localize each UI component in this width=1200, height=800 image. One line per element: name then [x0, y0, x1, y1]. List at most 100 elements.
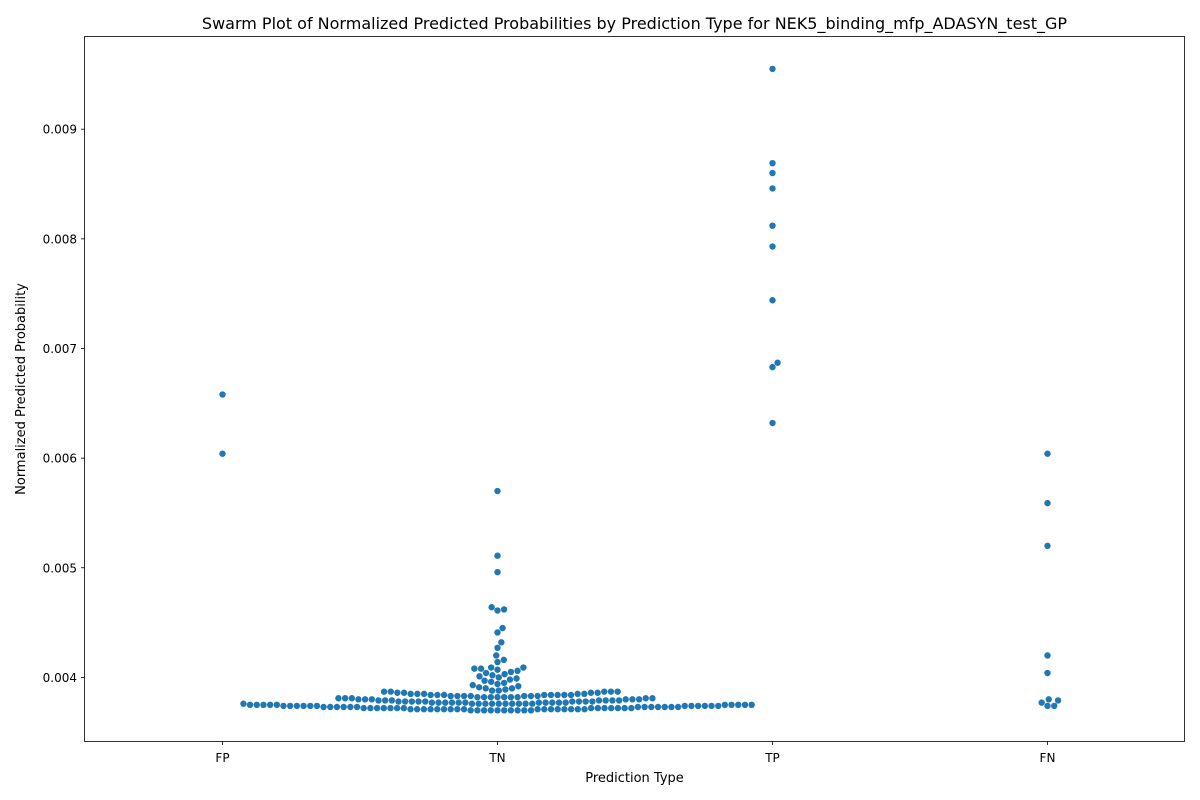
swarm-point	[498, 639, 505, 646]
swarm-point	[555, 699, 563, 706]
swarm-point	[500, 606, 508, 613]
plot-area	[84, 36, 1185, 742]
swarm-point	[595, 697, 603, 704]
swarm-point	[500, 656, 508, 664]
swarm-point	[488, 700, 496, 707]
swarm-point	[467, 692, 474, 700]
swarm-point	[455, 699, 462, 706]
swarm-point	[554, 691, 561, 699]
swarm-point	[494, 552, 501, 559]
swarm-point	[561, 706, 568, 713]
swarm-point	[581, 706, 588, 713]
swarm-point	[654, 703, 662, 711]
swarm-point	[482, 700, 489, 707]
swarm-point	[582, 698, 589, 705]
swarm-point	[1051, 702, 1058, 710]
swarm-point	[629, 696, 636, 703]
swarm-point	[567, 691, 575, 699]
swarm-point	[748, 701, 755, 709]
swarm-point	[246, 701, 254, 709]
swarm-point	[355, 696, 362, 703]
swarm-point	[373, 704, 381, 712]
swarm-point	[567, 706, 575, 713]
swarm-point	[1045, 696, 1052, 703]
swarm-point	[574, 706, 582, 713]
swarm-point	[320, 703, 327, 711]
swarm-point	[476, 673, 483, 680]
swarm-point	[413, 706, 421, 713]
swarm-point	[422, 698, 429, 705]
swarm-point	[348, 695, 356, 702]
plot-frame	[84, 36, 1185, 742]
swarm-point	[393, 704, 401, 712]
swarm-point	[602, 697, 609, 704]
swarm-point	[454, 706, 461, 713]
swarm-point	[494, 487, 501, 495]
swarm-point	[482, 669, 490, 677]
swarm-point	[1044, 499, 1051, 507]
swarm-point	[367, 704, 374, 712]
swarm-point	[381, 697, 389, 704]
swarm-point	[395, 698, 402, 705]
swarm-point	[387, 704, 394, 712]
swarm-point	[614, 688, 621, 695]
swarm-point	[467, 707, 474, 714]
swarm-point	[471, 665, 478, 672]
swarm-point	[240, 700, 247, 707]
swarm-point	[487, 707, 494, 714]
swarm-point	[607, 688, 615, 695]
swarm-point	[361, 696, 369, 703]
swarm-point	[575, 698, 583, 705]
swarm-point	[708, 702, 715, 710]
swarm-point	[447, 692, 454, 700]
swarm-point	[769, 185, 776, 192]
swarm-point	[495, 700, 502, 707]
swarm-point	[514, 693, 521, 701]
swarm-point	[506, 676, 514, 683]
swarm-point	[253, 701, 260, 709]
swarm-point	[542, 699, 549, 706]
swarm-point	[307, 702, 314, 710]
swarm-point	[427, 706, 434, 713]
swarm-point	[495, 687, 502, 694]
y-tick-label: 0.006	[43, 452, 77, 466]
swarm-point	[475, 700, 482, 707]
swarm-point	[774, 359, 781, 366]
swarm-point	[514, 707, 521, 714]
swarm-point	[434, 706, 441, 713]
swarm-point	[380, 688, 388, 695]
swarm-point	[273, 701, 281, 709]
swarm-point	[462, 699, 469, 706]
swarm-point	[728, 701, 735, 709]
y-tick-label: 0.004	[43, 671, 77, 685]
swarm-point	[522, 700, 529, 707]
swarm-point	[440, 706, 448, 713]
swarm-point	[300, 702, 307, 710]
swarm-point	[601, 704, 608, 712]
swarm-point	[561, 691, 568, 699]
swarm-point	[494, 629, 501, 636]
swarm-point	[460, 692, 468, 700]
swarm-point	[769, 65, 776, 73]
swarm-point	[1044, 652, 1051, 659]
swarm-point	[341, 695, 349, 702]
swarm-point	[401, 698, 409, 705]
swarm-point	[360, 704, 367, 712]
swarm-point	[415, 698, 422, 705]
swarm-point	[489, 672, 496, 679]
swarm-point	[769, 169, 776, 177]
y-tick-label: 0.009	[43, 123, 77, 137]
swarm-point	[407, 706, 414, 713]
data-points	[219, 65, 1062, 714]
swarm-point	[400, 689, 408, 696]
swarm-point	[649, 695, 656, 702]
swarm-point	[507, 693, 515, 701]
swarm-point	[769, 159, 776, 167]
swarm-point	[622, 696, 629, 703]
swarm-point	[642, 695, 649, 702]
swarm-point	[500, 679, 508, 687]
swarm-point	[721, 701, 729, 709]
swarm-point	[335, 695, 342, 702]
swarm-point	[313, 702, 321, 710]
swarm-point	[488, 604, 495, 611]
